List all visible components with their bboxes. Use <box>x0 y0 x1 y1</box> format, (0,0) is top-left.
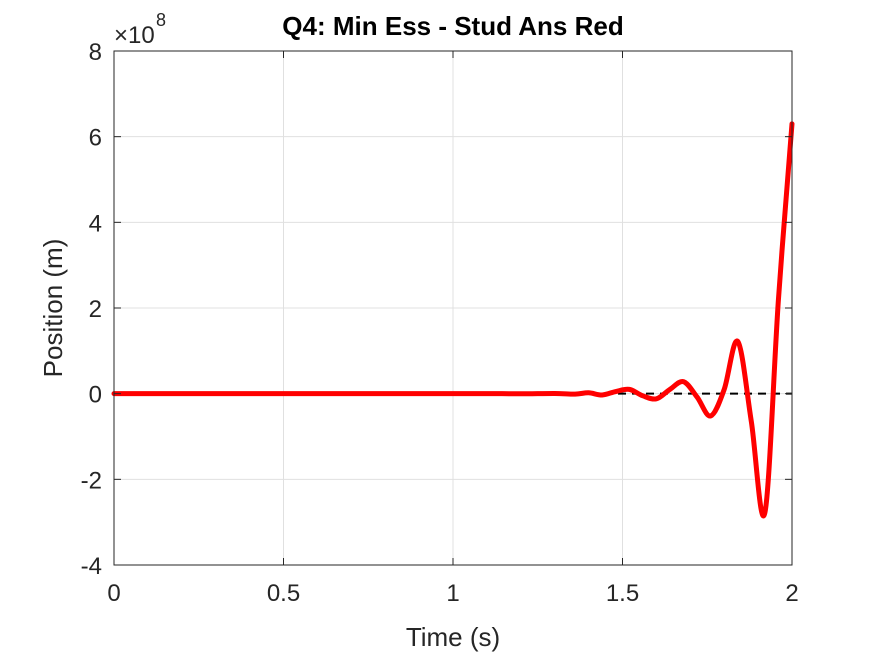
y-axis-multiplier: ×10 <box>114 22 155 49</box>
x-axis-label: Time (s) <box>406 622 500 652</box>
series-layer <box>111 121 795 519</box>
y-tick-label: -4 <box>81 553 102 580</box>
y-axis-multiplier-exponent: 8 <box>156 10 166 30</box>
y-tick-label: 6 <box>89 125 102 152</box>
x-tick-label: 0 <box>107 580 120 607</box>
y-tick-label: 2 <box>89 296 102 323</box>
y-tick-label: 8 <box>89 39 102 66</box>
chart-title: Q4: Min Ess - Stud Ans Red <box>282 11 623 41</box>
y-axis-label: Position (m) <box>38 239 68 378</box>
x-tick-labels: 0 0.5 1 1.5 2 <box>107 580 798 607</box>
x-tick-label: 1.5 <box>606 580 639 607</box>
y-tick-label: 4 <box>89 210 102 237</box>
x-tick-label: 0.5 <box>267 580 300 607</box>
x-tick-label: 2 <box>785 580 798 607</box>
x-tick-label: 1 <box>446 580 459 607</box>
y-tick-labels: -4 -2 0 2 4 6 8 <box>81 39 102 580</box>
y-tick-label: 0 <box>89 382 102 409</box>
position-series-line <box>111 121 795 519</box>
ticks <box>113 50 793 566</box>
y-tick-label: -2 <box>81 467 102 494</box>
